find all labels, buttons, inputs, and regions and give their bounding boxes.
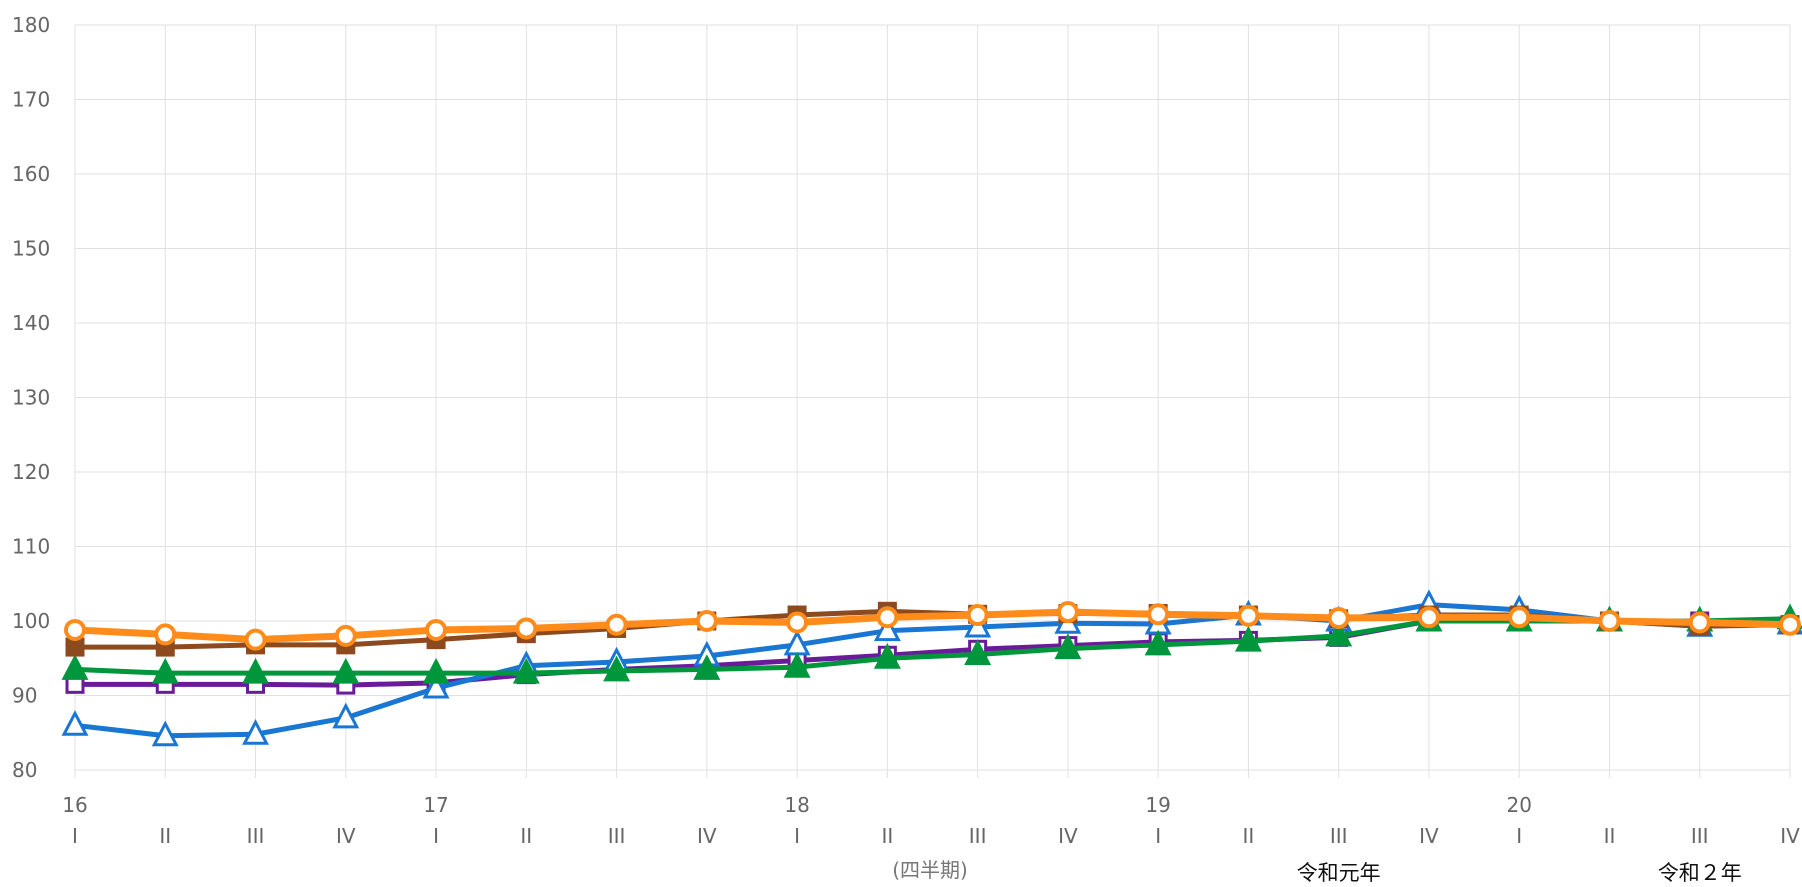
x-year-label: 20	[1506, 793, 1531, 817]
data-point	[1056, 601, 1079, 624]
data-point	[1144, 629, 1172, 656]
y-tick-label: 110	[12, 535, 50, 559]
series-line	[74, 602, 1791, 739]
data-point	[512, 657, 540, 684]
x-axis-unit-label: (四半期)	[892, 858, 968, 882]
x-quarter-label: II	[881, 824, 893, 848]
x-quarter-label: IV	[1419, 824, 1439, 848]
x-quarter-label: I	[1155, 824, 1161, 848]
x-quarter-label: III	[608, 824, 626, 848]
x-year-label: 18	[784, 793, 809, 817]
data-point	[1508, 606, 1531, 629]
x-quarter-label: I	[1516, 824, 1522, 848]
x-quarter-label: III	[247, 824, 265, 848]
data-point	[64, 618, 86, 641]
y-tick-label: 120	[12, 460, 50, 484]
data-point	[1237, 604, 1260, 627]
y-tick-label: 150	[12, 237, 50, 261]
data-point	[65, 637, 85, 657]
y-tick-label: 130	[12, 386, 50, 410]
x-quarter-label: IV	[1780, 824, 1800, 848]
data-point	[873, 643, 901, 669]
x-year-label: 19	[1145, 793, 1170, 817]
x-quarter-label: IV	[697, 824, 717, 848]
x-quarter-label: I	[433, 824, 439, 848]
data-point	[693, 654, 721, 680]
data-point	[873, 615, 901, 642]
x-quarter-label: I	[72, 824, 78, 848]
era-label: 令和元年	[1297, 861, 1381, 885]
series-group	[64, 601, 1801, 651]
data-point	[154, 623, 177, 646]
data-point	[332, 657, 360, 684]
data-point	[151, 720, 179, 747]
data-point	[1054, 633, 1082, 660]
data-point	[605, 613, 628, 636]
era-label: 令和２年	[1658, 861, 1742, 885]
data-point	[1779, 613, 1801, 636]
data-point	[1327, 607, 1350, 630]
data-point	[1147, 603, 1170, 626]
x-quarter-label: III	[1330, 824, 1348, 848]
data-point	[515, 617, 538, 640]
y-tick-label: 80	[12, 758, 37, 782]
series-line	[74, 616, 1791, 676]
data-point	[61, 710, 89, 736]
y-tick-label: 160	[12, 162, 50, 186]
y-tick-label: 140	[12, 311, 50, 335]
data-point	[876, 606, 899, 629]
data-point	[783, 651, 811, 678]
data-point	[1417, 606, 1440, 629]
data-point	[422, 672, 450, 699]
y-tick-label: 90	[12, 684, 37, 708]
x-year-label: 16	[62, 793, 87, 817]
y-tick-label: 180	[12, 13, 50, 37]
series-line	[74, 608, 1791, 644]
chart-series	[61, 589, 1802, 747]
data-point	[1688, 611, 1711, 634]
y-tick-label: 100	[12, 609, 50, 633]
data-point	[966, 604, 989, 627]
data-point	[1325, 620, 1353, 647]
data-point	[786, 611, 809, 634]
data-point	[425, 618, 448, 641]
x-year-label: 17	[423, 793, 448, 817]
x-quarter-label: II	[159, 824, 171, 848]
data-point	[242, 657, 270, 684]
era-labels: 令和元年 令和２年	[1297, 861, 1742, 885]
chart-gridlines	[74, 24, 1791, 778]
data-point	[1598, 610, 1621, 632]
x-quarter-label: IV	[336, 824, 356, 848]
x-quarter-label: II	[1604, 824, 1616, 848]
data-point	[964, 639, 992, 666]
y-axis: 80 90 100 110 120 130 140 150 160 170 180	[12, 13, 50, 782]
x-quarter-label: III	[969, 824, 987, 848]
data-point	[603, 655, 631, 682]
x-quarter-label: III	[1691, 824, 1709, 848]
data-point	[695, 610, 718, 632]
y-tick-label: 170	[12, 88, 50, 112]
data-point	[244, 628, 267, 651]
data-point	[334, 624, 357, 647]
x-quarter-label: II	[520, 824, 532, 848]
x-quarter-label: IV	[1058, 824, 1078, 848]
data-point	[332, 702, 360, 729]
x-quarter-label: II	[1243, 824, 1255, 848]
data-point	[151, 657, 179, 684]
series-group	[65, 610, 1800, 695]
data-point	[242, 719, 270, 745]
data-point	[422, 657, 450, 684]
data-point	[61, 654, 89, 680]
x-quarter-label: I	[794, 824, 800, 848]
data-point	[1234, 625, 1262, 652]
